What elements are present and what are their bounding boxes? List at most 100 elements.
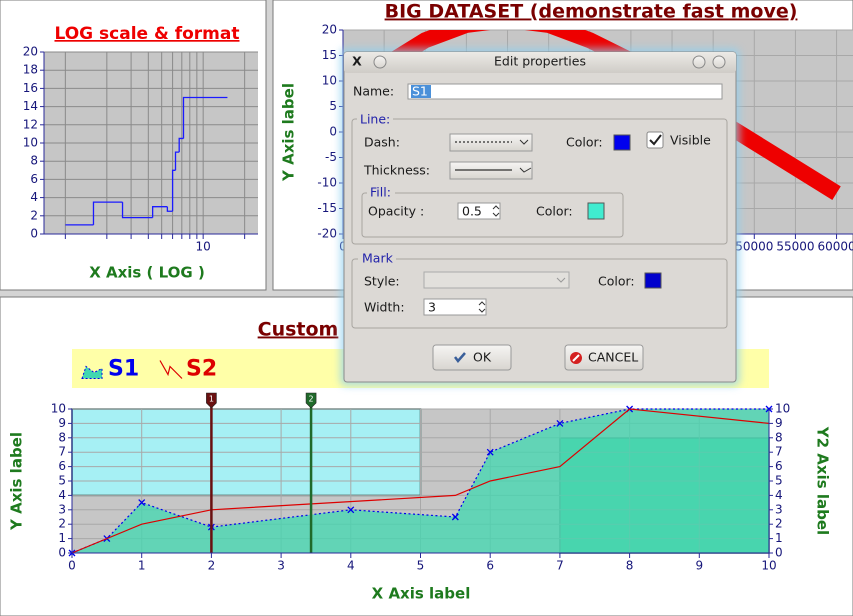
legend-icon: [81, 365, 103, 379]
point-marker: [451, 513, 459, 521]
y-tick-label: 3: [58, 502, 66, 516]
x-tick-label: 10: [196, 240, 211, 254]
x-tick-label: 3: [277, 559, 285, 573]
label: Color:: [536, 204, 573, 219]
y2-tick-label: 1: [775, 531, 783, 545]
marker-label: 2: [309, 395, 314, 404]
y-tick-label: 7: [58, 445, 66, 459]
title-bar: [344, 52, 736, 73]
y2-tick-label: 0: [775, 546, 783, 560]
x-tick-label: 7: [556, 559, 564, 573]
x-tick-label: 60000: [817, 240, 853, 254]
x-tick-label: 0: [68, 559, 76, 573]
sticky-button[interactable]: [373, 55, 387, 69]
opacity-value: 0.5: [462, 204, 482, 219]
group-box: [361, 192, 624, 238]
y-tick-label: -15: [317, 201, 337, 215]
menu-icon[interactable]: X: [352, 54, 362, 69]
y2-axis-label: Y2 Axis label: [814, 426, 832, 535]
y-tick-label: 16: [23, 81, 38, 95]
opacity-spinner[interactable]: [457, 202, 501, 220]
label: Dash:: [364, 135, 400, 150]
step-segment: [121, 202, 153, 219]
chart-title: LOG scale & format: [54, 24, 239, 44]
checkbox[interactable]: [646, 131, 664, 149]
y-tick-label: 20: [322, 23, 337, 37]
legend-bg: [357, 113, 393, 125]
group-box: [351, 118, 728, 245]
check-mark: [649, 134, 662, 146]
marker-label: 1: [209, 395, 214, 404]
y2-tick-label: 3: [775, 502, 783, 516]
label: Style:: [364, 274, 400, 289]
point-marker: [138, 499, 146, 507]
y-tick-label: 6: [58, 459, 66, 473]
button-label: CANCEL: [588, 350, 638, 365]
x-tick-label: 1: [138, 559, 146, 573]
dialog-title: Edit properties: [494, 54, 586, 69]
spin-arrows: [478, 301, 486, 313]
y-tick-label: 4: [30, 190, 38, 204]
label: Width:: [364, 300, 405, 315]
label: Visible: [670, 133, 711, 148]
combo-arrow: [519, 139, 529, 145]
color-swatch[interactable]: [613, 134, 631, 151]
y-tick-label: 10: [23, 136, 38, 150]
group-legend: Fill:: [370, 185, 391, 200]
y-tick-label: 2: [58, 517, 66, 531]
legend-label: S2: [186, 357, 217, 382]
name-input[interactable]: [407, 83, 723, 100]
y-tick-label: 14: [23, 99, 38, 113]
y-tick-label: 15: [322, 48, 337, 62]
step-segment: [92, 201, 123, 225]
series-line: [343, 30, 841, 200]
series-group: [68, 405, 773, 557]
color-swatch[interactable]: [644, 272, 662, 289]
step-segment: [151, 206, 168, 218]
minimize-button[interactable]: [692, 55, 706, 69]
x-tick-label: 55000: [776, 240, 814, 254]
legend-bg: [367, 187, 395, 199]
spin-arrows: [492, 205, 500, 217]
cancel-button[interactable]: [564, 344, 644, 371]
label: Color:: [598, 274, 635, 289]
combo-arrow: [519, 167, 532, 173]
y-axis-label: Y Axis label: [8, 432, 26, 531]
y-tick-label: 4: [58, 488, 66, 502]
legend-bg: [358, 253, 396, 265]
legend-label: S1: [108, 357, 139, 382]
y-axis-label: Y Axis label: [280, 83, 298, 182]
y2-tick-label: 5: [775, 474, 783, 488]
group-legend: Line:: [360, 112, 390, 127]
y2-tick-label: 4: [775, 488, 783, 502]
close-button[interactable]: [712, 55, 726, 69]
marker-flag: [305, 392, 317, 409]
x-tick-label: 4: [347, 559, 355, 573]
ok-icon: [454, 352, 466, 363]
ok-button[interactable]: [432, 344, 512, 371]
y-tick-label: 0: [58, 546, 66, 560]
x-tick-label: 9: [695, 559, 703, 573]
y2-tick-label: 2: [775, 517, 783, 531]
y-tick-label: 18: [23, 63, 38, 77]
chart-title: BIG DATASET (demonstrate fast move): [385, 1, 798, 23]
x-tick-label: 6: [486, 559, 494, 573]
step-segment: [174, 151, 180, 171]
x-tick-label: 50000: [735, 240, 773, 254]
y-tick-label: 10: [322, 74, 337, 88]
y-tick-label: 12: [23, 117, 38, 131]
y-tick-label: 1: [58, 531, 66, 545]
y-tick-label: 2: [30, 208, 38, 222]
y-tick-label: 0: [329, 125, 337, 139]
selection: [411, 85, 431, 98]
label: Thickness:: [363, 163, 430, 178]
style-combo[interactable]: [423, 271, 570, 289]
width-spinner[interactable]: [423, 298, 487, 316]
x-axis-label: X Axis label: [372, 585, 471, 603]
y-tick-label: -5: [325, 150, 337, 164]
color-swatch[interactable]: [587, 202, 605, 220]
x-tick-label: 10: [761, 559, 776, 573]
y2-tick-label: 8: [775, 430, 783, 444]
step-segment: [166, 206, 173, 212]
